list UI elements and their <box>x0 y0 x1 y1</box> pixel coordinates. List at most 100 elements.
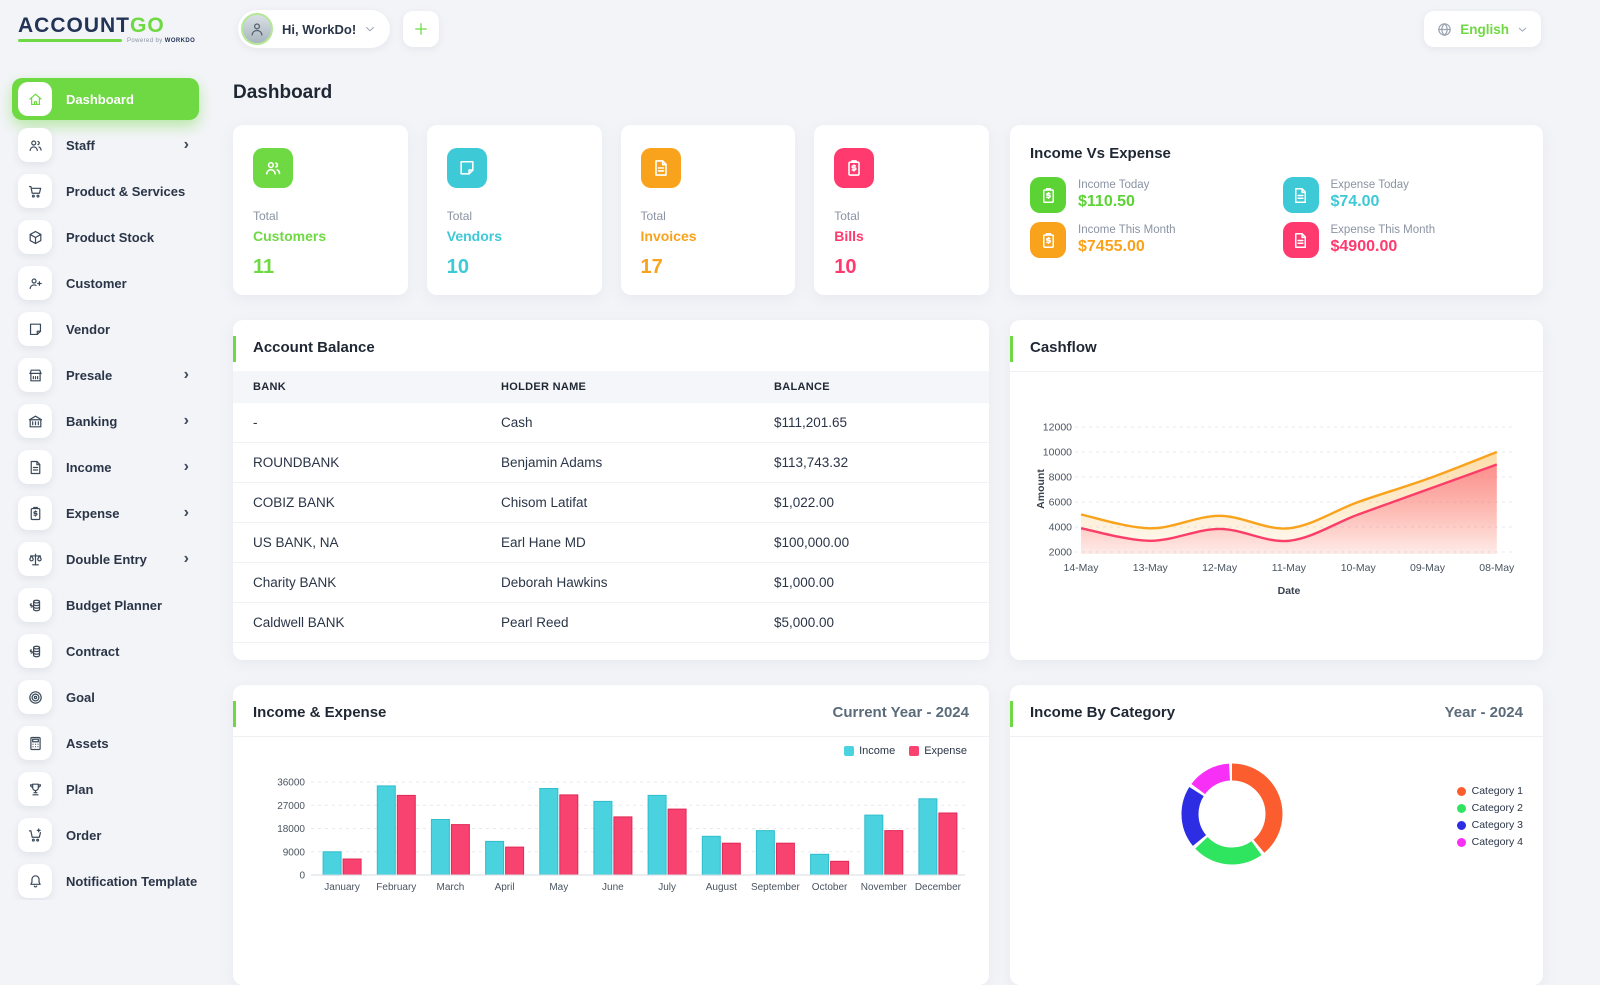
middle-row: Account Balance BANK HOLDER NAME BALANCE -… <box>233 320 1543 660</box>
file-icon <box>30 460 40 474</box>
chevron-down-icon <box>363 22 377 36</box>
stat-value: 11 <box>253 256 275 278</box>
file-icon <box>1294 187 1307 203</box>
table-cell: Caldwell BANK <box>233 602 481 643</box>
sidebar-item-vendor[interactable]: Vendor <box>12 308 199 350</box>
sidebar-item-label: Product & Services <box>66 183 186 199</box>
chevron-down-icon <box>1516 23 1529 36</box>
stat-card-bills: Total Bills 10 <box>814 125 989 295</box>
card-title: Cashflow <box>1030 339 1097 356</box>
sidebar-item-assets[interactable]: Assets <box>12 722 199 764</box>
greeting-text: Hi, WorkDo! <box>282 21 357 37</box>
sidebar-item-label: Double Entry <box>66 551 147 567</box>
user-icon <box>251 23 263 36</box>
users-icon <box>265 161 281 175</box>
svg-text:2000: 2000 <box>1049 547 1073 559</box>
sidebar-item-label: Plan <box>66 781 94 797</box>
sidebar-item-budget-planner[interactable]: Budget Planner <box>12 584 199 626</box>
sidebar-item-plan[interactable]: Plan <box>12 768 199 810</box>
card-title: Income By Category <box>1030 704 1176 721</box>
account-balance-table: BANK HOLDER NAME BALANCE - Cash $111,201.65 R… <box>233 371 989 643</box>
card-subtitle: Year - 2024 <box>1444 704 1523 721</box>
cart-plus-icon <box>18 818 52 852</box>
sidebar-item-label: Assets <box>66 735 109 751</box>
table-cell: ROUNDBANK <box>233 442 481 483</box>
legend-dot <box>1456 837 1466 847</box>
sidebar-item-expense[interactable]: Expense › <box>12 492 199 534</box>
svg-text:12000: 12000 <box>1043 422 1072 434</box>
avatar <box>241 13 273 45</box>
sidebar-item-notification-template[interactable]: Notification Template <box>12 860 199 900</box>
sidebar-item-staff[interactable]: Staff › <box>12 124 199 166</box>
box-icon <box>18 220 52 254</box>
column-header-holder-name: HOLDER NAME <box>501 381 587 393</box>
table-cell: Earl Hane MD <box>481 522 754 563</box>
sidebar-item-contract[interactable]: Contract <box>12 630 199 672</box>
svg-text:March: March <box>437 882 465 893</box>
top-bar: ACCOUNTGO Powered by WORKDO Hi, WorkDo! … <box>0 0 1600 58</box>
column-header-balance: BALANCE <box>774 381 830 393</box>
home-icon <box>18 82 52 116</box>
stat-card-invoices: Total Invoices 17 <box>620 125 796 295</box>
cart-icon <box>28 185 41 198</box>
sidebar-item-dashboard[interactable]: Dashboard <box>12 78 199 120</box>
stat-prefix: Total <box>253 209 279 223</box>
clipboard-dollar-icon <box>848 160 861 176</box>
sidebar-item-income[interactable]: Income › <box>12 446 199 488</box>
chevron-right-icon: › <box>183 458 189 475</box>
clipboard-dollar-icon <box>1042 232 1054 248</box>
income-expense-card: Income & Expense Current Year - 2024 Inc… <box>233 685 989 985</box>
svg-text:Date: Date <box>1278 585 1301 597</box>
income-vs-expense-grid: Income Today $110.50 Expense Today $74.00 In… <box>1030 177 1523 258</box>
user-menu[interactable]: Hi, WorkDo! <box>238 10 391 48</box>
note-icon <box>29 323 41 335</box>
svg-text:November: November <box>861 882 908 893</box>
scale-icon <box>28 553 42 565</box>
file-icon <box>654 160 667 176</box>
sidebar-item-goal[interactable]: Goal <box>12 676 199 718</box>
ive-value: $7455.00 <box>1078 238 1145 255</box>
svg-text:36000: 36000 <box>277 778 305 789</box>
sidebar-item-label: Presale <box>66 367 113 383</box>
sidebar-item-label: Customer <box>66 275 127 291</box>
svg-text:09-May: 09-May <box>1410 562 1446 574</box>
svg-text:January: January <box>324 882 360 893</box>
svg-text:8000: 8000 <box>1049 472 1073 484</box>
table-cell: Chisom Latifat <box>481 482 754 523</box>
stat-value: 17 <box>640 256 663 278</box>
language-selector[interactable]: English <box>1424 11 1541 47</box>
sidebar-item-customer[interactable]: Customer <box>12 262 199 304</box>
coins-icon <box>29 599 40 611</box>
stats-row: Total Customers 11 Total Vendors 10 Total Invoi… <box>233 125 1543 295</box>
chevron-down-icon <box>1518 27 1527 32</box>
stat-label: Invoices <box>640 228 697 244</box>
sidebar-item-presale[interactable]: Presale › <box>12 354 199 396</box>
table-row: Charity BANK Deborah Hawkins $1,000.00 <box>233 562 989 603</box>
sidebar-item-product-stock[interactable]: Product Stock <box>12 216 199 258</box>
ive-label: Expense Today <box>1330 179 1409 191</box>
ive-label: Income Today <box>1078 179 1150 191</box>
sidebar-item-banking[interactable]: Banking › <box>12 400 199 442</box>
users-icon <box>253 148 293 188</box>
table-cell: $100,000.00 <box>754 522 989 563</box>
sidebar-item-double-entry[interactable]: Double Entry › <box>12 538 199 580</box>
table-cell: Charity BANK <box>233 562 481 603</box>
sidebar-item-product-services[interactable]: Product & Services <box>12 170 199 212</box>
bell-icon <box>18 864 52 898</box>
sidebar-item-order[interactable]: Order <box>12 814 199 856</box>
stat-prefix: Total <box>834 209 860 223</box>
legend-dot <box>1456 803 1466 813</box>
coins-icon <box>29 645 40 657</box>
card-title: Income Vs Expense <box>1030 145 1171 162</box>
add-button[interactable] <box>403 11 440 47</box>
stat-cards: Total Customers 11 Total Vendors 10 Total Invoi… <box>233 125 989 295</box>
trophy-icon <box>18 772 52 806</box>
svg-text:December: December <box>915 882 962 893</box>
calculator-icon <box>29 736 41 750</box>
ive-item-income-today: Income Today $110.50 <box>1030 177 1271 213</box>
sidebar-item-label: Dashboard <box>66 91 134 107</box>
logo-text: ACCOUNTGO <box>18 13 165 37</box>
stat-label: Customers <box>253 228 327 244</box>
file-icon <box>1282 222 1319 258</box>
bell-icon <box>29 874 41 888</box>
